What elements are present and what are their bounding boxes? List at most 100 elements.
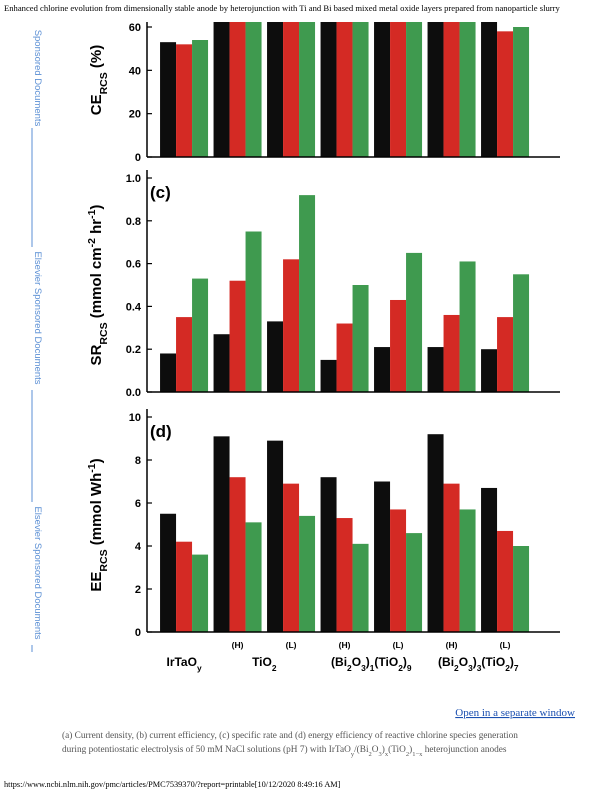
bar: [497, 317, 514, 392]
bar: [299, 22, 316, 158]
bar: [336, 518, 353, 632]
bar: [336, 22, 353, 157]
y-axis-label: SRRCS (mmol cm-2 hr-1): [86, 205, 110, 366]
bar: [427, 347, 444, 392]
text-part: O: [352, 655, 361, 669]
text-part: ): [88, 205, 105, 210]
text-part: RCS: [98, 72, 110, 94]
bar: [176, 317, 193, 392]
text-part: -1: [86, 463, 98, 472]
bar: [320, 359, 337, 392]
text-part: 2: [398, 663, 403, 673]
bar: [283, 22, 300, 157]
bar: [229, 477, 246, 632]
text-part: SR: [88, 344, 105, 365]
bar: [245, 522, 262, 632]
text-part: IrTaO: [166, 655, 196, 669]
group-label: (Bi2O3)1(TiO2)9: [331, 655, 412, 673]
x-tick-label: (H): [339, 640, 351, 650]
sidebar-text: Sponsored Documents: [32, 30, 43, 127]
bar: [497, 530, 514, 632]
y-tick-label: 20: [129, 109, 141, 121]
text-part: ): [403, 655, 407, 669]
bar: [267, 321, 284, 392]
y-tick-label: 0: [135, 152, 141, 164]
x-tick-label: (L): [393, 640, 404, 650]
text-part: (Bi: [438, 655, 454, 669]
bar: [513, 27, 530, 157]
header-title: Enhanced chlorine evolution from dimensi…: [4, 3, 561, 13]
y-tick-label: 0.6: [126, 259, 141, 271]
bar: [245, 231, 262, 392]
bar: [160, 513, 177, 632]
bar: [213, 436, 230, 632]
text-part: during potentiostatic electrolysis of 50…: [62, 744, 351, 755]
bar: [406, 22, 423, 157]
bar: [299, 195, 316, 392]
text-part: ): [382, 744, 385, 755]
text-part: (mmol cm: [88, 247, 105, 322]
text-part: 3: [477, 663, 482, 673]
y-axis-label: EERCS (mmol Wh-1): [86, 458, 110, 591]
bar: [443, 22, 460, 158]
bar: [481, 487, 498, 632]
bar: [374, 481, 391, 632]
text-part: ): [473, 655, 477, 669]
bar: [406, 252, 423, 392]
text-part: 3: [361, 663, 366, 673]
x-tick-label: (L): [500, 640, 511, 650]
bar: [352, 22, 369, 158]
y-tick-label: 8: [135, 455, 141, 467]
text-part: x: [385, 751, 389, 758]
y-tick-label: 2: [135, 584, 141, 596]
y-tick-label: 6: [135, 498, 141, 510]
text-part: 9: [407, 663, 412, 673]
bar: [192, 40, 209, 157]
text-part: 3: [468, 663, 473, 673]
text-part: 2: [454, 663, 459, 673]
text-part: y: [197, 663, 202, 673]
text-part: hr: [88, 219, 105, 238]
bar: [481, 22, 498, 157]
bar: [176, 541, 193, 632]
bar: [299, 515, 316, 632]
bar: [283, 483, 300, 632]
bar: [443, 483, 460, 632]
group-label: (Bi2O3)3(TiO2)7: [438, 655, 519, 673]
text-part: /(Bi: [354, 744, 369, 755]
y-tick-label: 60: [129, 22, 141, 34]
text-part: y: [351, 751, 355, 758]
bar: [513, 274, 530, 392]
text-part: (TiO: [388, 744, 406, 755]
text-part: ): [88, 458, 105, 463]
bar: [352, 285, 369, 392]
y-tick-label: 4: [135, 541, 142, 553]
sidebar-text: Elsevier Sponsored Documents: [32, 506, 43, 639]
text-part: 2: [406, 751, 409, 758]
bar: [229, 280, 246, 392]
bar: [497, 31, 514, 157]
y-tick-label: 1.0: [126, 173, 141, 185]
x-tick-label: (H): [232, 640, 244, 650]
text-part: -1: [86, 209, 98, 218]
text-part: ): [510, 655, 514, 669]
bar: [481, 349, 498, 392]
y-tick-label: 10: [129, 412, 141, 424]
text-part: 1: [370, 663, 375, 673]
y-tick-label: 0.0: [126, 387, 141, 399]
text-part: (Bi: [331, 655, 347, 669]
open-link[interactable]: Open in a separate window: [455, 707, 575, 719]
text-part: -2: [86, 238, 98, 247]
caption-line: (a) Current density, (b) current efficie…: [62, 730, 518, 741]
text-part: (%): [88, 45, 105, 73]
bar: [213, 22, 230, 158]
text-part: 1−x: [412, 751, 423, 758]
bar: [245, 22, 262, 157]
text-part: O: [459, 655, 468, 669]
text-part: RCS: [98, 322, 110, 344]
panel-label: (d): [150, 422, 172, 441]
bar: [320, 22, 337, 157]
bar: [427, 434, 444, 632]
bar: [513, 546, 530, 632]
